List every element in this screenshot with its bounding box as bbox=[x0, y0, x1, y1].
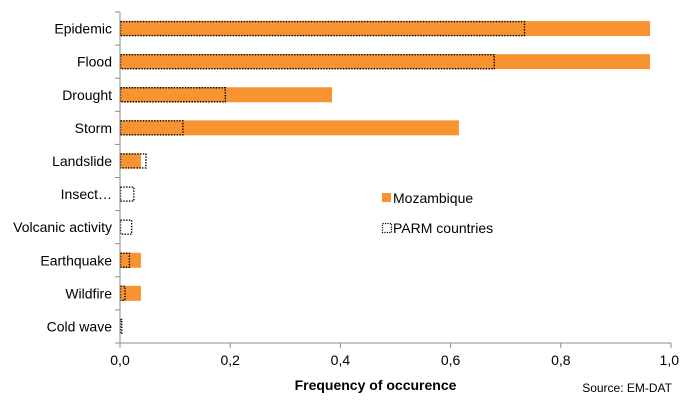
category-label: Earthquake bbox=[40, 252, 112, 268]
category-label: Cold wave bbox=[47, 318, 113, 334]
category-label: Drought bbox=[62, 87, 112, 103]
bar-parm-countries bbox=[119, 318, 123, 335]
category-label: Volcanic activity bbox=[13, 219, 112, 235]
category-label: Wildfire bbox=[65, 285, 112, 301]
x-tick-label: 1,0 bbox=[660, 352, 680, 368]
category-labels: Epidemic Flood Drought Storm Landslide Insect… bbox=[13, 21, 112, 335]
bar-parm-countries bbox=[119, 285, 126, 302]
x-tick-label: 0,2 bbox=[220, 352, 240, 368]
bar-mozambique bbox=[120, 21, 651, 37]
x-tick-label: 0,0 bbox=[110, 352, 130, 368]
legend-swatch-mozambique bbox=[382, 193, 391, 202]
legend-label-mozambique: Mozambique bbox=[393, 190, 473, 206]
category-label: Flood bbox=[77, 54, 112, 70]
x-tick-label: 0,8 bbox=[551, 352, 571, 368]
x-tick-label: 0,6 bbox=[441, 352, 461, 368]
bar-mozambique bbox=[120, 54, 651, 70]
category-label: Landslide bbox=[52, 153, 112, 169]
legend: Mozambique PARM countries bbox=[381, 190, 493, 236]
ticks-layer: 0,0 0,2 0,4 0,6 0,8 1,0 bbox=[110, 11, 680, 368]
bar-parm-countries bbox=[119, 219, 133, 235]
bar-mozambique bbox=[120, 153, 141, 169]
bar-mozambique bbox=[120, 285, 141, 301]
bar-mozambique bbox=[120, 252, 141, 268]
category-label: Storm bbox=[75, 120, 112, 136]
x-tick-label: 0,4 bbox=[331, 352, 351, 368]
legend-swatch-parm-countries bbox=[381, 222, 393, 234]
bar-parm-countries bbox=[119, 186, 135, 202]
legend-label-parm-countries: PARM countries bbox=[393, 220, 493, 236]
bar-mozambique bbox=[120, 87, 333, 103]
source-label: Source: EM-DAT bbox=[582, 381, 672, 395]
x-axis-title: Frequency of occurence bbox=[295, 377, 457, 393]
bar-mozambique bbox=[120, 120, 459, 136]
category-label: Insect… bbox=[61, 186, 112, 202]
bars-layer bbox=[119, 20, 651, 335]
category-label: Epidemic bbox=[54, 21, 112, 37]
